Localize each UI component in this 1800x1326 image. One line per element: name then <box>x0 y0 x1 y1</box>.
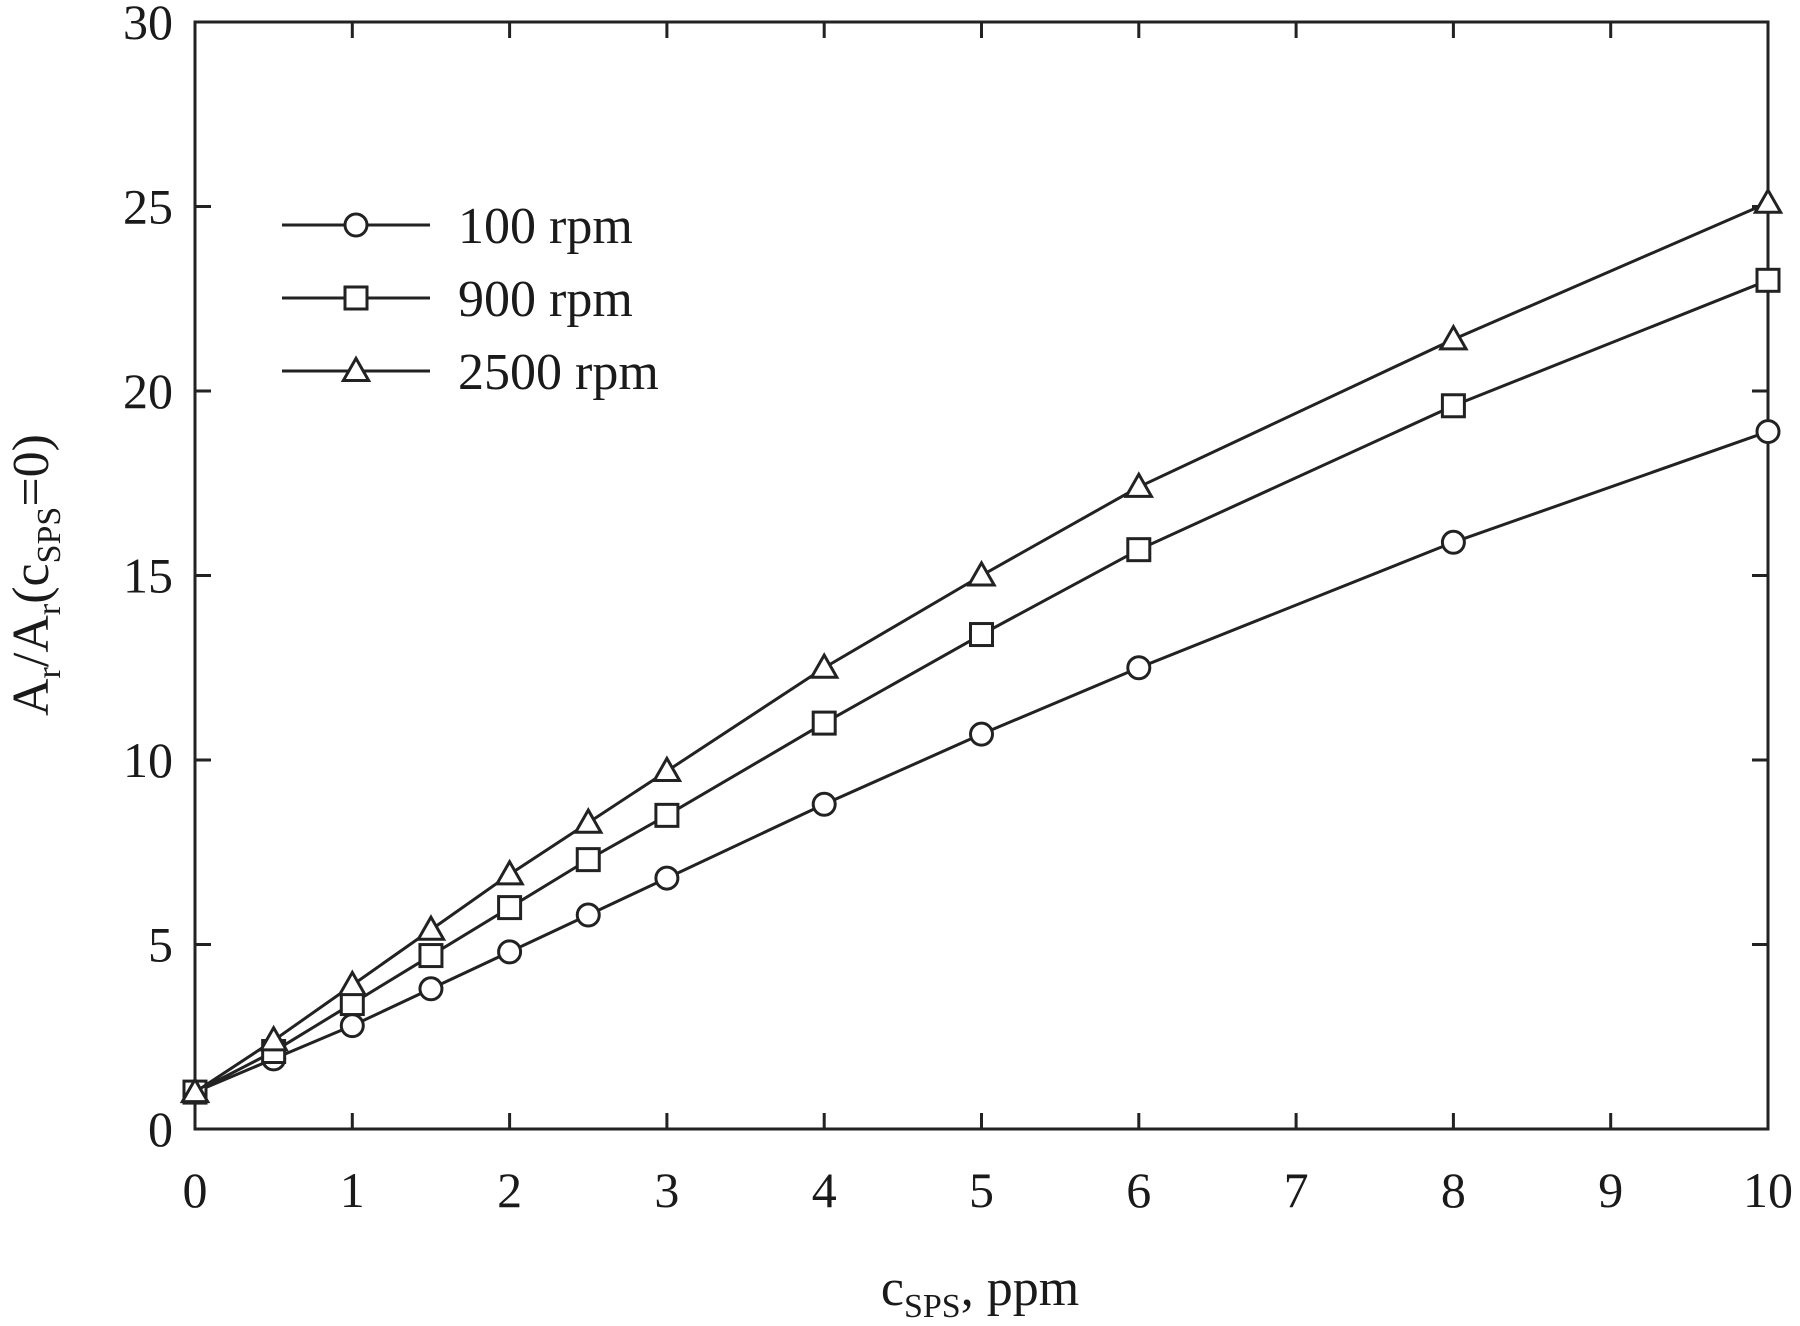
y-tick-label: 20 <box>123 363 173 419</box>
data-point <box>494 858 525 886</box>
legend-label: 2500 rpm <box>458 344 659 401</box>
data-point <box>811 710 837 736</box>
y-tick-label: 10 <box>123 732 173 788</box>
legend-marker <box>343 285 369 311</box>
legend-marker <box>340 355 372 382</box>
legend-entry: 100 rpm <box>282 198 633 255</box>
data-point <box>575 902 601 928</box>
legend-label: 100 rpm <box>458 198 633 255</box>
data-point <box>1440 393 1466 419</box>
data-point <box>966 559 997 587</box>
y-tick-label: 0 <box>148 1101 173 1157</box>
data-point <box>415 914 447 941</box>
x-tick-label: 3 <box>654 1162 679 1218</box>
data-point <box>654 865 680 891</box>
data-point <box>1126 537 1152 563</box>
data-point <box>969 721 994 747</box>
data-point <box>808 652 840 679</box>
x-tick-label: 9 <box>1598 1162 1623 1218</box>
data-point <box>258 1024 289 1052</box>
y-axis-label-p2: /A <box>3 615 60 667</box>
data-point <box>497 939 523 965</box>
legend-entry: 900 rpm <box>282 271 633 328</box>
y-axis-label-s3: SPS <box>31 507 68 564</box>
data-point <box>1123 471 1155 498</box>
series-circle <box>182 419 1781 1105</box>
x-tick-label: 4 <box>812 1162 837 1218</box>
y-axis-label: Ar/Ar(cSPS=0) <box>3 434 68 716</box>
data-point <box>654 802 680 828</box>
legend-label: 900 rpm <box>458 271 633 328</box>
data-point <box>339 1013 365 1039</box>
x-tick-label: 2 <box>497 1162 522 1218</box>
data-point <box>1440 529 1466 555</box>
x-tick-label: 7 <box>1284 1162 1309 1218</box>
data-point <box>573 807 604 834</box>
x-tick-label: 0 <box>183 1162 208 1218</box>
legend-entry: 2500 rpm <box>282 344 659 401</box>
x-tick-label: 1 <box>340 1162 365 1218</box>
data-point <box>337 969 368 997</box>
data-point <box>497 895 523 921</box>
data-point <box>969 622 994 648</box>
y-axis-label-s1: r <box>31 666 68 678</box>
y-tick-label: 30 <box>123 0 173 50</box>
data-point <box>1126 655 1152 681</box>
y-axis-label-p1: A <box>3 678 60 716</box>
data-point <box>418 943 444 969</box>
legend: 100 rpm 900 rpm 2500 rpm <box>282 198 659 401</box>
y-axis-label-s2: r <box>31 603 68 615</box>
x-tick-label: 5 <box>969 1162 994 1218</box>
data-point <box>179 1076 211 1104</box>
series-line <box>194 430 1769 1094</box>
data-point <box>575 847 601 873</box>
y-tick-label: 25 <box>123 179 173 235</box>
axis-ticks: 0 1 2 3 4 5 6 7 8 9 10 0 5 10 15 20 25 30 <box>123 0 1793 1218</box>
x-tick-label: 6 <box>1126 1162 1151 1218</box>
x-axis-label-sub: SPS <box>904 1288 961 1325</box>
y-axis-label-p3: (c <box>3 563 60 603</box>
y-axis-label-p4: =0) <box>3 434 60 507</box>
x-axis-label: cSPS, ppm <box>881 1260 1079 1325</box>
data-point <box>1755 267 1781 293</box>
x-axis-label-rest: , ppm <box>961 1260 1079 1317</box>
legend-marker <box>343 212 369 238</box>
data-point <box>1438 323 1469 351</box>
series-layer <box>179 187 1784 1105</box>
y-tick-label: 15 <box>123 548 173 604</box>
data-point <box>1755 419 1781 445</box>
series-square <box>182 267 1781 1105</box>
y-tick-label: 5 <box>148 917 173 973</box>
data-point <box>651 755 683 783</box>
series-line <box>194 278 1769 1094</box>
x-tick-label: 8 <box>1441 1162 1466 1218</box>
x-axis-label-main: c <box>881 1260 904 1317</box>
data-point <box>811 791 837 817</box>
x-tick-label: 10 <box>1743 1162 1793 1218</box>
data-point <box>418 976 444 1002</box>
data-point <box>1752 187 1784 214</box>
series-triangle <box>179 187 1784 1104</box>
